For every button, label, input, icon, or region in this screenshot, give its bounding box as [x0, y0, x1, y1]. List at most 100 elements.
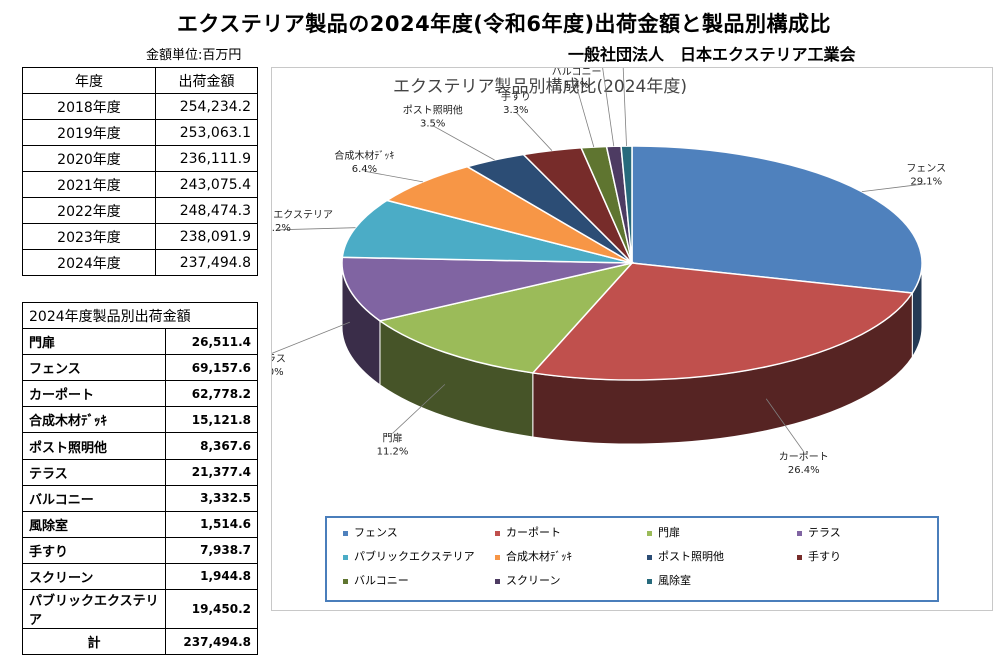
- product-name-cell: 風除室: [22, 510, 166, 538]
- product-amount-cell: 1,944.8: [165, 562, 258, 591]
- table-header-row: 年度 出荷金額: [22, 67, 258, 94]
- data-label-value: 9.0%: [272, 367, 284, 378]
- leader-line-門扉: [392, 384, 446, 434]
- table-total-row: 計 237,494.8: [22, 628, 258, 655]
- table-row: スクリーン 1,944.8: [22, 562, 258, 591]
- page-title: エクステリア製品の2024年度(令和6年度)出荷金額と製品別構成比: [176, 12, 832, 36]
- table-row: フェンス 69,157.6: [22, 354, 258, 382]
- legend-label: カーポート: [506, 526, 561, 539]
- amount-cell: 254,234.2: [155, 93, 258, 120]
- product-name-cell: テラス: [22, 458, 166, 486]
- data-label-name: ポスト照明他: [403, 104, 463, 117]
- chart-legend: フェンス カーポート 門扉 テラス パブリックエクステリア 合成木材ﾃﾞｯｷ ポスト照明他 手…: [325, 516, 939, 602]
- legend-swatch: [343, 554, 348, 560]
- data-label-name: 合成木材ﾃﾞｯｷ: [334, 149, 394, 162]
- table-row: 2021年度 243,075.4: [22, 171, 258, 198]
- organization-name: 一般社団法人 日本エクステリア工業会: [568, 45, 856, 64]
- legend-swatch: [495, 554, 500, 560]
- legend-swatch: [495, 530, 500, 536]
- data-label-value: 11.2%: [377, 446, 409, 457]
- leader-line-フェンス: [861, 183, 927, 193]
- amount-cell: 238,091.9: [155, 223, 258, 250]
- product-amount-cell: 69,157.6: [165, 354, 258, 382]
- data-label-name: フェンス: [906, 164, 946, 175]
- year-cell: 2022年度: [22, 197, 156, 224]
- legend-label: 手すり: [808, 550, 841, 563]
- table-row: 手すり 7,938.7: [22, 536, 258, 564]
- table-row: 合成木材ﾃﾞｯｷ 15,121.8: [22, 406, 258, 434]
- legend-label: パブリックエクステリア: [354, 550, 475, 563]
- table-row: 2020年度 236,111.9: [22, 145, 258, 172]
- legend-item: テラス: [797, 524, 841, 540]
- leader-line-パブリックエクステリア: [278, 227, 356, 231]
- legend-label: バルコニー: [354, 574, 409, 587]
- leader-line-テラス: [272, 321, 351, 354]
- product-amount-cell: 26,511.4: [165, 328, 258, 356]
- data-label-value: 8.2%: [272, 223, 291, 234]
- data-label-value: 1.4%: [564, 80, 589, 91]
- legend-swatch: [647, 530, 652, 536]
- year-cell: 2021年度: [22, 171, 156, 198]
- product-name-cell: カーポート: [22, 380, 166, 408]
- product-amount-cell: 8,367.6: [165, 432, 258, 460]
- legend-item: カーポート: [495, 524, 561, 540]
- slice-風除室: [620, 145, 633, 264]
- data-labels: フェンス 29.1% カーポート 26.4% 門扉 11.2% テラス 9.0% パブリックエク…: [272, 68, 946, 476]
- table-row: テラス 21,377.4: [22, 458, 258, 486]
- pie-chart: エクステリア製品別構成比(2024年度) フェンス 29.1% カーポート 26.4%…: [272, 68, 946, 476]
- table-row: 2023年度 238,091.9: [22, 223, 258, 250]
- leader-line-風除室: [622, 68, 627, 147]
- product-name-cell: 手すり: [22, 536, 166, 564]
- legend-item: 手すり: [797, 548, 841, 564]
- legend-item: ポスト照明他: [647, 548, 724, 564]
- legend-swatch: [343, 578, 348, 584]
- legend-swatch: [797, 530, 802, 536]
- pie-slices: [341, 145, 923, 381]
- data-label-value: 6.4%: [352, 164, 377, 175]
- legend-swatch: [343, 530, 348, 536]
- legend-item: 門扉: [647, 524, 680, 540]
- data-label-name: パブリックエクステリア: [272, 208, 333, 221]
- column-header-amount: 出荷金額: [155, 67, 258, 94]
- column-header-year: 年度: [22, 67, 156, 94]
- product-name-cell: 門扉: [22, 328, 166, 356]
- data-label-name: カーポート: [779, 451, 829, 463]
- amount-cell: 236,111.9: [155, 145, 258, 172]
- amount-cell: 243,075.4: [155, 171, 258, 198]
- legend-label: フェンス: [354, 526, 398, 539]
- data-label-name: テラス: [272, 353, 286, 365]
- product-amount-cell: 62,778.2: [165, 380, 258, 408]
- product-amount-cell: 21,377.4: [165, 458, 258, 486]
- product-table-title: 2024年度製品別出荷金額: [22, 301, 258, 330]
- slice-門扉: [378, 261, 635, 374]
- total-amount-cell: 237,494.8: [165, 628, 258, 655]
- year-cell: 2018年度: [22, 93, 156, 120]
- year-cell: 2020年度: [22, 145, 156, 172]
- legend-swatch: [797, 554, 802, 560]
- leader-line-合成木材ﾃﾞｯｷ: [364, 170, 424, 183]
- yearly-shipments-table: 年度 出荷金額 2018年度 254,234.2 2019年度 253,063.1 …: [22, 67, 258, 276]
- legend-item: フェンス: [343, 524, 398, 540]
- data-label-name: 門扉: [383, 431, 403, 444]
- legend-label: スクリーン: [506, 574, 561, 587]
- leader-line-スクリーン: [602, 68, 615, 147]
- table-row: ポスト照明他 8,367.6: [22, 432, 258, 460]
- year-cell: 2023年度: [22, 223, 156, 250]
- legend-swatch: [647, 554, 652, 560]
- year-cell: 2019年度: [22, 119, 156, 146]
- product-name-cell: スクリーン: [22, 562, 166, 591]
- product-shipments-table: 2024年度製品別出荷金額 門扉 26,511.4 フェンス 69,157.6 カー…: [22, 301, 258, 655]
- product-name-cell: ポスト照明他: [22, 432, 166, 460]
- product-amount-cell: 1,514.6: [165, 510, 258, 538]
- amount-cell: 248,474.3: [155, 197, 258, 224]
- data-label-value: 3.3%: [503, 105, 528, 116]
- legend-item: 風除室: [647, 572, 691, 588]
- product-name-cell: パブリックエクステリア: [22, 589, 166, 630]
- product-amount-cell: 15,121.8: [165, 406, 258, 434]
- data-label-value: 3.5%: [420, 119, 445, 130]
- table-row: バルコニー 3,332.5: [22, 484, 258, 512]
- leader-line-カーポート: [765, 398, 805, 452]
- legend-label: 風除室: [658, 574, 691, 587]
- legend-item: スクリーン: [495, 572, 560, 588]
- product-name-cell: フェンス: [22, 354, 166, 382]
